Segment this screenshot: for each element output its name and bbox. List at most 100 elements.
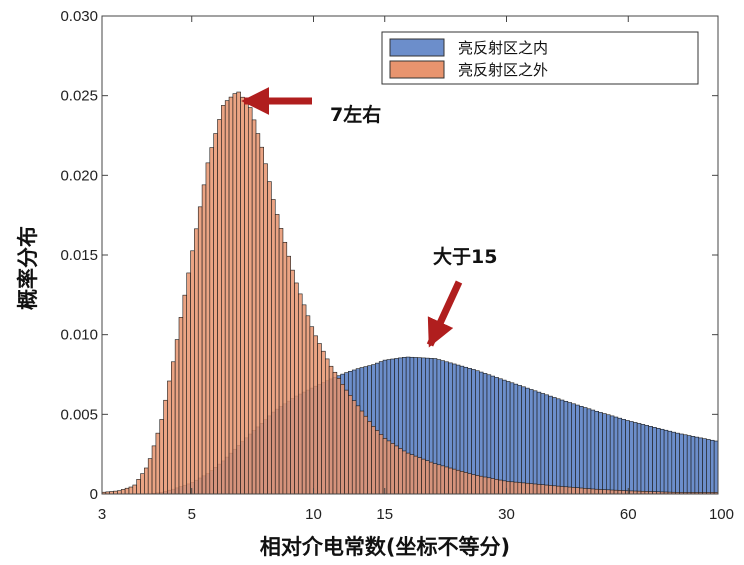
y-tick-label: 0 bbox=[90, 486, 98, 503]
histogram-bar bbox=[128, 486, 134, 494]
histogram-bar bbox=[544, 484, 549, 494]
histogram-bar bbox=[274, 214, 280, 494]
histogram-bar bbox=[571, 403, 576, 494]
histogram-bar bbox=[217, 119, 222, 494]
histogram-bar bbox=[690, 436, 696, 494]
histogram-bar bbox=[367, 421, 372, 494]
histogram-bar bbox=[590, 409, 596, 494]
y-tick-label: 0.025 bbox=[60, 88, 98, 105]
y-tick-label: 0.005 bbox=[60, 406, 98, 423]
histogram-bar bbox=[455, 469, 461, 494]
x-tick-label: 15 bbox=[376, 506, 393, 523]
histogram-bar bbox=[394, 445, 399, 494]
y-tick-label: 0.020 bbox=[60, 167, 98, 184]
histogram-bar bbox=[621, 419, 626, 494]
histogram-bar bbox=[117, 490, 122, 494]
histogram-bar bbox=[471, 474, 476, 494]
histogram-bar bbox=[686, 435, 692, 494]
histogram-bar bbox=[240, 96, 245, 494]
histogram-bar bbox=[648, 426, 653, 494]
histogram-bar bbox=[171, 361, 176, 494]
histogram-bar bbox=[255, 133, 261, 494]
histogram-bar bbox=[609, 415, 615, 494]
y-tick-label: 0.015 bbox=[60, 247, 98, 264]
histogram-bar bbox=[509, 382, 515, 494]
histogram-bar bbox=[567, 402, 572, 494]
histogram-bar bbox=[163, 399, 168, 494]
y-axis-title: 概率分布 bbox=[16, 226, 40, 310]
histogram-bar bbox=[586, 408, 592, 494]
histogram-bar bbox=[259, 146, 265, 494]
histogram-bar bbox=[271, 199, 276, 494]
histogram-bar bbox=[228, 96, 234, 494]
histogram-bar bbox=[313, 335, 318, 494]
histogram-bar bbox=[559, 486, 565, 494]
histogram-bar bbox=[359, 410, 365, 494]
histogram-bar bbox=[598, 412, 603, 494]
histogram-bar bbox=[713, 440, 718, 494]
histogram-bar bbox=[151, 445, 157, 494]
histogram-bar bbox=[290, 269, 295, 494]
histogram-bar bbox=[509, 481, 515, 494]
histogram-bar bbox=[636, 423, 642, 494]
histogram-bar bbox=[440, 465, 445, 494]
histogram-bar bbox=[425, 460, 430, 494]
histogram-bar bbox=[421, 458, 426, 494]
histogram-bar bbox=[382, 438, 388, 494]
histogram-bar bbox=[540, 484, 546, 494]
histogram-bar bbox=[594, 488, 599, 494]
y-tick-label: 0.010 bbox=[60, 327, 98, 344]
histogram-bar bbox=[432, 463, 438, 494]
histogram-bar bbox=[698, 437, 703, 494]
histogram-bar bbox=[679, 433, 684, 494]
histogram-bar bbox=[613, 489, 619, 494]
histogram-bar bbox=[324, 358, 330, 494]
histogram-bar bbox=[498, 378, 503, 494]
histogram-bar bbox=[124, 487, 130, 494]
histogram-bar bbox=[398, 448, 403, 494]
histogram-bar bbox=[517, 385, 522, 494]
histogram-bar bbox=[494, 377, 499, 494]
histogram-bar bbox=[444, 466, 449, 494]
histogram-bar bbox=[298, 293, 303, 494]
histogram-bar bbox=[209, 147, 214, 494]
histogram-bar bbox=[694, 436, 700, 494]
histogram-bar bbox=[136, 479, 141, 494]
y-tick-label: 0.030 bbox=[60, 8, 98, 25]
histogram-bar bbox=[606, 489, 611, 494]
histogram-bar bbox=[552, 485, 557, 494]
x-tick-label: 3 bbox=[98, 506, 106, 523]
histogram-bar bbox=[617, 417, 623, 494]
histogram-bar bbox=[656, 427, 661, 494]
histogram-bar bbox=[617, 490, 623, 494]
histogram-bar bbox=[448, 467, 453, 494]
histogram-bar bbox=[490, 375, 496, 494]
legend-label-outside: 亮反射区之外 bbox=[458, 61, 548, 79]
histogram-bar bbox=[579, 405, 584, 494]
histogram-bar bbox=[625, 420, 630, 494]
histogram-bar bbox=[213, 133, 218, 494]
annotation-tail-label: 大于15 bbox=[433, 245, 497, 268]
histogram-bar bbox=[263, 163, 268, 494]
histogram-bar bbox=[602, 413, 607, 494]
histogram-bar bbox=[629, 421, 634, 494]
histogram-bar bbox=[575, 404, 580, 494]
histogram-bar bbox=[478, 371, 484, 494]
histogram-bar bbox=[602, 489, 607, 494]
histogram-bar bbox=[363, 415, 368, 494]
histogram-bar bbox=[120, 489, 126, 494]
histogram-bar bbox=[278, 228, 284, 494]
histogram-bar bbox=[409, 454, 415, 494]
histogram-bar bbox=[428, 461, 434, 494]
histogram-bar bbox=[301, 304, 307, 494]
histogram-bar bbox=[205, 162, 211, 494]
histogram-bar bbox=[478, 475, 484, 494]
histogram-bar bbox=[594, 410, 599, 494]
histogram-bar bbox=[321, 350, 326, 494]
x-tick-label: 10 bbox=[305, 506, 322, 523]
histogram-bar bbox=[582, 488, 588, 494]
histogram-bar bbox=[452, 468, 457, 494]
legend-swatch-inside bbox=[389, 38, 445, 57]
histogram-bar bbox=[532, 483, 538, 494]
